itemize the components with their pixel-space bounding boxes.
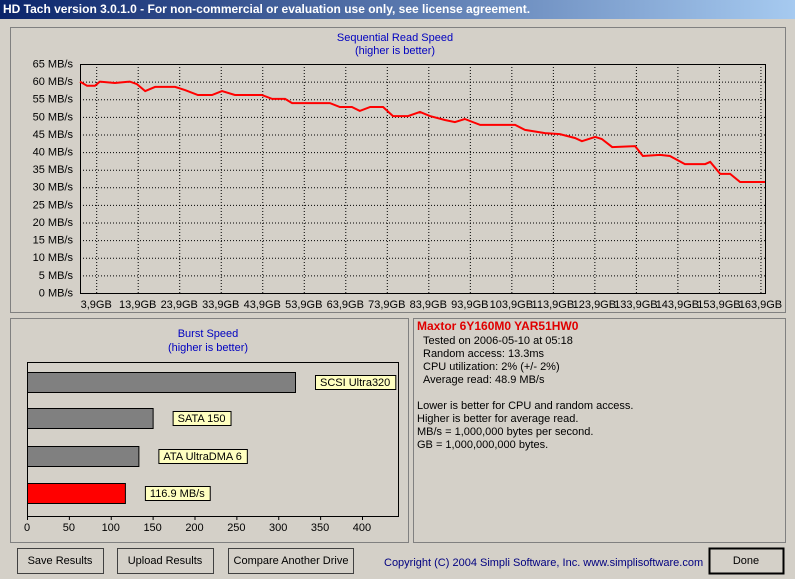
button-label[interactable]: Compare Another Drive bbox=[234, 555, 349, 567]
bar-label: ATA UltraDMA 6 bbox=[163, 451, 241, 463]
y-tick-label: 5 MB/s bbox=[39, 270, 74, 282]
y-tick-label: 30 MB/s bbox=[33, 182, 74, 194]
x-tick-label: 100 bbox=[102, 522, 120, 534]
drive-name: Maxtor 6Y160M0 YAR51HW0 bbox=[417, 319, 579, 333]
info-line: Average read: 48.9 MB/s bbox=[423, 374, 545, 386]
info-line: CPU utilization: 2% (+/- 2%) bbox=[423, 361, 560, 373]
bar-label-box bbox=[314, 375, 397, 390]
x-tick-label: 13,9GB bbox=[119, 299, 156, 311]
copyright: Copyright (C) 2004 Simpli Software, Inc.… bbox=[384, 557, 703, 569]
button-label[interactable]: Upload Results bbox=[128, 555, 203, 567]
x-tick-label: 0 bbox=[24, 522, 30, 534]
bar bbox=[27, 408, 154, 429]
y-tick-label: 60 MB/s bbox=[33, 76, 74, 88]
note-line: Higher is better for average read. bbox=[417, 413, 578, 425]
x-tick-label: 200 bbox=[185, 522, 203, 534]
chart-subtitle: (higher is better) bbox=[355, 45, 435, 57]
y-tick-label: 25 MB/s bbox=[33, 199, 74, 211]
note-line: GB = 1,000,000,000 bytes. bbox=[417, 439, 548, 451]
plot-frame bbox=[27, 362, 399, 517]
info-line: Tested on 2006-05-10 at 05:18 bbox=[423, 335, 573, 347]
x-tick-label: 133,9GB bbox=[614, 299, 657, 311]
bar bbox=[27, 446, 140, 467]
x-tick-label: 300 bbox=[269, 522, 287, 534]
x-tick-label: 23,9GB bbox=[161, 299, 198, 311]
bar-label-box bbox=[172, 411, 232, 426]
bar-label: SATA 150 bbox=[178, 413, 226, 425]
window-title: HD Tach version 3.0.1.0 - For non-commer… bbox=[3, 2, 530, 16]
x-tick-label: 150 bbox=[143, 522, 161, 534]
y-tick-label: 45 MB/s bbox=[33, 129, 74, 141]
y-tick-label: 40 MB/s bbox=[33, 146, 74, 158]
x-tick-label: 43,9GB bbox=[244, 299, 281, 311]
x-tick-label: 350 bbox=[311, 522, 329, 534]
x-tick-label: 153,9GB bbox=[697, 299, 740, 311]
x-tick-label: 53,9GB bbox=[285, 299, 322, 311]
speed-line bbox=[79, 80, 765, 183]
note-line: Lower is better for CPU and random acces… bbox=[417, 400, 633, 412]
chart-title: Sequential Read Speed bbox=[337, 32, 453, 44]
x-tick-label: 163,9GB bbox=[739, 299, 782, 311]
y-tick-label: 50 MB/s bbox=[33, 111, 74, 123]
bar-label-box bbox=[144, 486, 211, 501]
y-tick-label: 0 MB/s bbox=[39, 287, 74, 299]
x-tick-label: 33,9GB bbox=[202, 299, 239, 311]
x-tick-label: 123,9GB bbox=[573, 299, 616, 311]
x-tick-label: 63,9GB bbox=[327, 299, 364, 311]
bar-label-box bbox=[158, 449, 248, 464]
x-tick-label: 73,9GB bbox=[368, 299, 405, 311]
y-tick-label: 20 MB/s bbox=[33, 217, 74, 229]
done-button[interactable]: Done bbox=[708, 547, 785, 575]
bar bbox=[27, 483, 126, 504]
x-tick-label: 50 bbox=[63, 522, 75, 534]
upload-button[interactable]: Upload Results bbox=[117, 548, 214, 574]
plot-frame bbox=[80, 64, 766, 294]
button-label[interactable]: Save Results bbox=[28, 555, 93, 567]
y-tick-label: 15 MB/s bbox=[33, 235, 74, 247]
y-tick-label: 10 MB/s bbox=[33, 252, 74, 264]
compare-button[interactable]: Compare Another Drive bbox=[228, 548, 354, 574]
info-line: Random access: 13.3ms bbox=[423, 348, 545, 360]
x-tick-label: 250 bbox=[227, 522, 245, 534]
x-tick-label: 83,9GB bbox=[410, 299, 447, 311]
x-tick-label: 400 bbox=[353, 522, 371, 534]
bar bbox=[27, 372, 296, 393]
button-label[interactable]: Done bbox=[733, 555, 759, 567]
bar-label: SCSI Ultra320 bbox=[320, 377, 390, 389]
x-tick-label: 113,9GB bbox=[532, 299, 575, 311]
x-tick-label: 103,9GB bbox=[490, 299, 533, 311]
info-panel bbox=[413, 318, 786, 543]
note-line: MB/s = 1,000,000 bytes per second. bbox=[417, 426, 593, 438]
y-tick-label: 55 MB/s bbox=[33, 94, 74, 106]
burst-panel bbox=[10, 318, 409, 543]
bar-label: 116.9 MB/s bbox=[150, 488, 205, 500]
x-tick-label: 3,9GB bbox=[81, 299, 112, 311]
x-tick-label: 143,9GB bbox=[656, 299, 699, 311]
save-button[interactable]: Save Results bbox=[17, 548, 104, 574]
y-tick-label: 35 MB/s bbox=[33, 164, 74, 176]
chart-subtitle: (higher is better) bbox=[168, 342, 248, 354]
chart-title: Burst Speed bbox=[178, 328, 239, 340]
y-tick-label: 65 MB/s bbox=[33, 58, 74, 70]
x-tick-label: 93,9GB bbox=[451, 299, 488, 311]
title-bar bbox=[0, 0, 795, 19]
